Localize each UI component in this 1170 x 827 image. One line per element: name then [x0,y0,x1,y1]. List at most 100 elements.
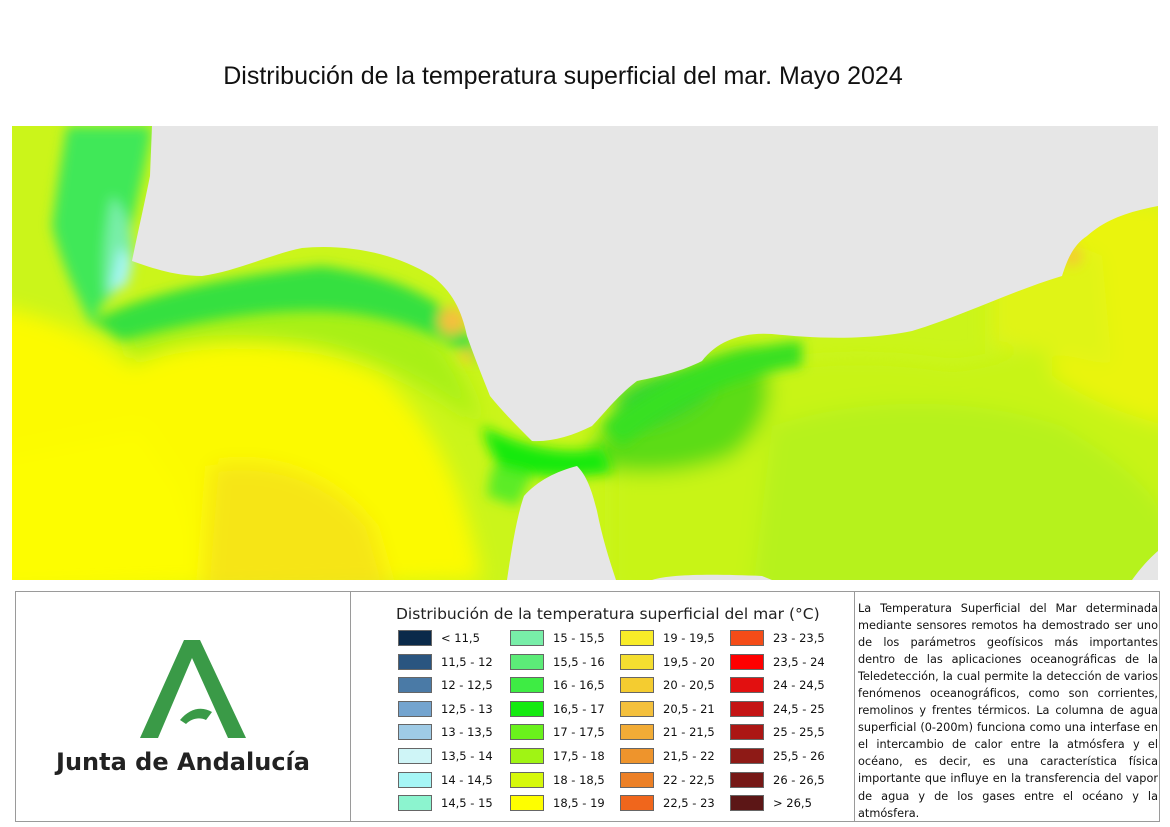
legend-item: 18 - 18,5 [510,771,605,789]
legend-swatch [620,630,654,646]
legend-label: 21 - 21,5 [663,725,715,740]
legend-swatch [620,700,654,717]
logo-cell: Junta de Andalucía [16,592,351,821]
legend-item: 25,5 - 26 [730,747,825,765]
legend-label: 26 - 26,5 [773,772,825,787]
legend-label: 23 - 23,5 [773,631,825,645]
legend-label: 15 - 15,5 [553,631,605,645]
page-title: Distribución de la temperatura superfici… [223,62,903,90]
legend-label: 22 - 22,5 [663,772,715,787]
logo-text: Junta de Andalucía [56,748,310,776]
legend-item: 18,5 - 19 [510,794,605,812]
sst-map [12,126,1158,580]
legend-label: 19,5 - 20 [663,654,715,669]
legend-title: Distribución de la temperatura superfici… [396,605,820,623]
legend-swatch [730,630,764,646]
strait-jet [482,426,612,477]
legend-swatch [730,724,764,741]
legend-label: 20,5 - 21 [663,701,715,716]
legend-item: 13 - 13,5 [398,723,493,741]
legend-item: 20,5 - 21 [620,700,715,718]
legend-item: 12 - 12,5 [398,676,493,694]
legend-swatch [510,653,544,670]
legend-swatch [730,795,764,812]
legend-label: 18,5 - 19 [553,796,605,811]
upwelling-tongue [52,126,152,326]
legend-label: 16,5 - 17 [553,701,605,716]
legend-label: 14 - 14,5 [441,772,493,787]
description-cell: La Temperatura Superficial del Mar deter… [854,592,1159,821]
legend-swatch [730,677,764,694]
legend-swatch [398,748,432,764]
legend-item: 22,5 - 23 [620,794,715,812]
legend-label: 16 - 16,5 [553,678,605,693]
legend-swatch [620,724,654,741]
junta-de-andalucia-logo-icon [140,640,246,738]
legend-swatch [510,677,544,694]
legend-item: 15 - 15,5 [510,629,605,647]
legend-item: 15,5 - 16 [510,653,605,671]
legend-swatch [510,795,544,812]
legend-swatch [510,771,544,788]
legend-label: > 26,5 [773,796,812,811]
legend-item: 20 - 20,5 [620,676,715,694]
legend-label: 18 - 18,5 [553,772,605,787]
legend-swatch [620,795,654,812]
legend-item: 26 - 26,5 [730,771,825,789]
legend-item: 25 - 25,5 [730,723,825,741]
legend-swatch [730,653,764,670]
legend-label: 25,5 - 26 [773,749,825,763]
legend-item: 12,5 - 13 [398,700,493,718]
legend-swatch [620,771,654,788]
land-africa [507,466,616,580]
legend-item: 16,5 - 17 [510,700,605,718]
legend-item: 17 - 17,5 [510,723,605,741]
legend-label: 12,5 - 13 [441,701,493,716]
legend-item: 19,5 - 20 [620,653,715,671]
legend-swatch [620,677,654,694]
legend-label: 24 - 24,5 [773,678,825,693]
legend-label: 24,5 - 25 [773,701,825,716]
legend-label: 25 - 25,5 [773,725,825,740]
legend-item: 11,5 - 12 [398,653,493,671]
legend-swatch [398,795,432,812]
legend-item: 16 - 16,5 [510,676,605,694]
legend-label: 11,5 - 12 [441,654,493,669]
legend-swatch [398,771,432,788]
legend: Distribución de la temperatura superfici… [350,592,855,821]
legend-label: 23,5 - 24 [773,654,825,669]
legend-item: 14,5 - 15 [398,794,493,812]
legend-swatch [398,677,432,694]
legend-swatch [510,748,544,764]
legend-item: 23 - 23,5 [730,629,825,647]
legend-item: < 11,5 [398,629,480,647]
legend-item: 23,5 - 24 [730,653,825,671]
legend-swatch [510,630,544,646]
legend-swatch [730,748,764,764]
legend-label: 14,5 - 15 [441,796,493,811]
legend-item: > 26,5 [730,794,812,812]
legend-label: 21,5 - 22 [663,749,715,763]
legend-item: 22 - 22,5 [620,771,715,789]
legend-label: < 11,5 [441,631,480,645]
legend-label: 13,5 - 14 [441,749,493,763]
legend-item: 24,5 - 25 [730,700,825,718]
legend-swatch [398,630,432,646]
legend-swatch [398,724,432,741]
legend-label: 15,5 - 16 [553,654,605,669]
legend-swatch [730,700,764,717]
legend-item: 13,5 - 14 [398,747,493,765]
legend-label: 17 - 17,5 [553,725,605,740]
legend-label: 19 - 19,5 [663,631,715,645]
legend-swatch [510,724,544,741]
land-iberia [132,126,1158,442]
legend-label: 22,5 - 23 [663,796,715,811]
info-panel: Junta de Andalucía Distribución de la te… [15,591,1160,822]
legend-item: 21,5 - 22 [620,747,715,765]
legend-item: 21 - 21,5 [620,723,715,741]
legend-label: 20 - 20,5 [663,678,715,693]
legend-swatch [620,653,654,670]
legend-item: 14 - 14,5 [398,771,493,789]
legend-label: 13 - 13,5 [441,725,493,740]
legend-item: 24 - 24,5 [730,676,825,694]
